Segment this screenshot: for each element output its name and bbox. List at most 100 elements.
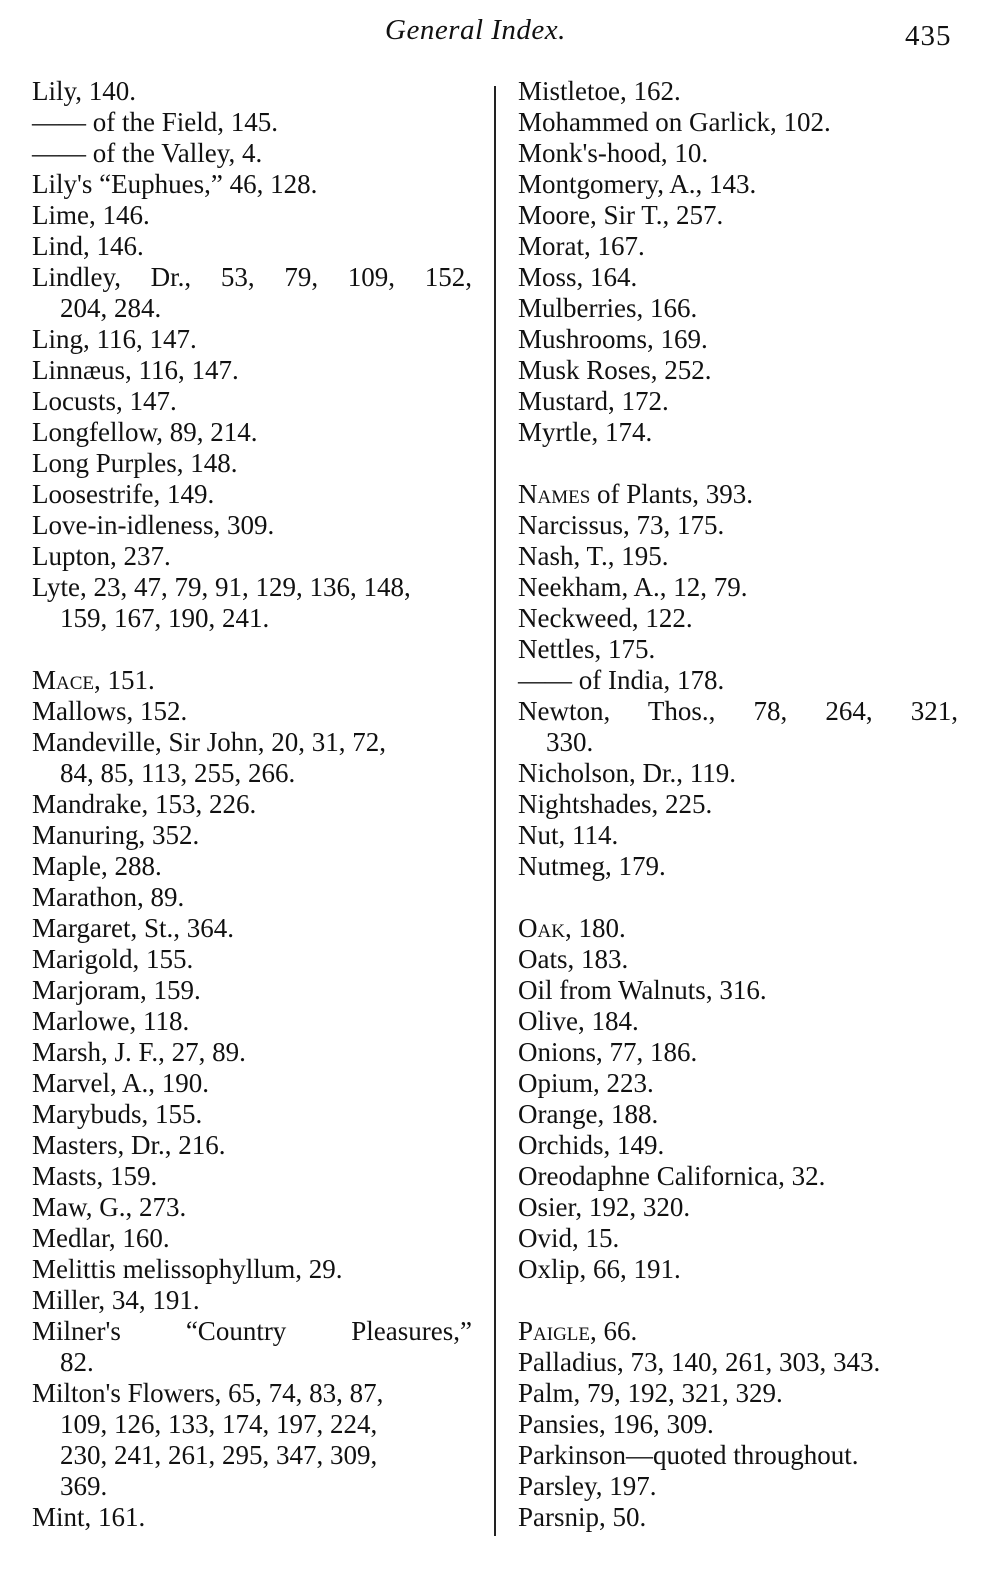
index-entry: Parsnip, 50.	[518, 1502, 647, 1532]
index-entry: Mallows, 152.	[32, 696, 188, 726]
index-entry: Names of Plants, 393.	[518, 479, 968, 510]
index-entry: Oats, 183.	[518, 944, 629, 974]
index-entry: Musk Roses, 252.	[518, 355, 712, 385]
index-entry: Parsley, 197.	[518, 1471, 657, 1501]
section-gap	[518, 882, 968, 913]
index-entry: Oak, 180.	[518, 913, 968, 944]
index-entry: Nicholson, Dr., 119.	[518, 758, 736, 788]
index-entry: Melittis melissophyllum, 29.	[32, 1254, 343, 1284]
index-entry: Lyte, 23, 47, 79, 91, 129, 136, 148,	[32, 572, 411, 602]
index-entry-continuation: 230, 241, 261, 295, 347, 309,	[60, 1440, 378, 1470]
index-entry-continuation: 84, 85, 113, 255, 266.	[60, 758, 296, 788]
index-entry: Lily's “Euphues,” 46, 128.	[32, 169, 318, 199]
index-entry: Marvel, A., 190.	[32, 1068, 209, 1098]
index-entry: Mace, 151.	[32, 665, 482, 696]
index-entry: Osier, 192, 320.	[518, 1192, 691, 1222]
index-entry: Loosestrife, 149.	[32, 479, 215, 509]
entry-text: , 66.	[590, 1316, 638, 1346]
index-entry: Mint, 161.	[32, 1502, 146, 1532]
index-entry: Nash, T., 195.	[518, 541, 669, 571]
index-entry: Marlowe, 118.	[32, 1006, 190, 1036]
column-divider	[494, 86, 496, 1536]
index-entry: Parkinson—quoted throughout.	[518, 1440, 859, 1470]
entry-text: , 180.	[564, 913, 626, 943]
index-entry: Mandeville, Sir John, 20, 31, 72,	[32, 727, 386, 757]
entry-text: of Plants, 393.	[590, 479, 754, 509]
index-entry: Orange, 188.	[518, 1099, 659, 1129]
index-entry: Locusts, 147.	[32, 386, 177, 416]
index-entry: Miller, 34, 191.	[32, 1285, 200, 1315]
index-entry: Nutmeg, 179.	[518, 851, 666, 881]
index-entry: Ling, 116, 147.	[32, 324, 197, 354]
entry-text: , 151.	[94, 665, 155, 695]
index-entry: Myrtle, 174.	[518, 417, 653, 447]
section-gap	[518, 448, 968, 479]
index-entry: Nettles, 175.	[518, 634, 656, 664]
index-entry: Paigle, 66.	[518, 1316, 968, 1347]
index-entry: Lupton, 237.	[32, 541, 171, 571]
index-entry: Linnæus, 116, 147.	[32, 355, 239, 385]
index-entry: Lindley, Dr., 53, 79, 109, 152,	[32, 262, 472, 292]
index-entry: Longfellow, 89, 214.	[32, 417, 258, 447]
index-entry: Lind, 146.	[32, 231, 144, 261]
index-entry: Montgomery, A., 143.	[518, 169, 757, 199]
index-entry: Nightshades, 225.	[518, 789, 713, 819]
index-entry-continuation: 204, 284.	[60, 293, 162, 323]
index-entry: Orchids, 149.	[518, 1130, 665, 1160]
index-entry: Maw, G., 273.	[32, 1192, 187, 1222]
index-entry: Monk's-hood, 10.	[518, 138, 709, 168]
index-entry: Maple, 288.	[32, 851, 162, 881]
index-entry: Mustard, 172.	[518, 386, 669, 416]
index-entry: Oxlip, 66, 191.	[518, 1254, 681, 1284]
index-entry: Mohammed on Garlick, 102.	[518, 107, 831, 137]
index-entry: Mulberries, 166.	[518, 293, 698, 323]
index-entry-continuation: 82.	[60, 1347, 94, 1377]
section-initial-word: Names	[518, 479, 591, 509]
running-head: General Index. 435	[0, 14, 1000, 54]
section-initial-word: Paigle	[518, 1316, 590, 1346]
index-entry: Long Purples, 148.	[32, 448, 238, 478]
index-entry-continuation: 109, 126, 133, 174, 197, 224,	[60, 1409, 378, 1439]
index-entry: Pansies, 196, 309.	[518, 1409, 714, 1439]
index-entry: Palm, 79, 192, 321, 329.	[518, 1378, 783, 1408]
index-entry: —— of the Valley, 4.	[32, 138, 263, 168]
index-entry: Narcissus, 73, 175.	[518, 510, 725, 540]
index-entry: Olive, 184.	[518, 1006, 639, 1036]
index-entry: Onions, 77, 186.	[518, 1037, 698, 1067]
index-entry: Neekham, A., 12, 79.	[518, 572, 748, 602]
section-gap	[518, 1285, 968, 1316]
index-entry: Love-in-idleness, 309.	[32, 510, 275, 540]
index-column-left: Lily, 140. —— of the Field, 145. —— of the…	[32, 76, 482, 1533]
index-entry-continuation: 369.	[60, 1471, 108, 1501]
page-number: 435	[905, 20, 952, 52]
index-entry: Neckweed, 122.	[518, 603, 693, 633]
index-entry: Medlar, 160.	[32, 1223, 170, 1253]
index-entry: Masters, Dr., 216.	[32, 1130, 226, 1160]
index-entry: Mandrake, 153, 226.	[32, 789, 257, 819]
section-gap	[32, 634, 482, 665]
index-entry: Margaret, St., 364.	[32, 913, 234, 943]
index-entry: Marjoram, 159.	[32, 975, 201, 1005]
index-entry: Masts, 159.	[32, 1161, 158, 1191]
index-entry: Ovid, 15.	[518, 1223, 620, 1253]
index-entry: Marathon, 89.	[32, 882, 185, 912]
index-entry: Milner's “Country Pleasures,”	[32, 1316, 472, 1346]
index-entry: Newton, Thos., 78, 264, 321,	[518, 696, 958, 726]
index-entry-continuation: 159, 167, 190, 241.	[60, 603, 270, 633]
index-entry: Oreodaphne Californica, 32.	[518, 1161, 826, 1191]
index-entry: Mistletoe, 162.	[518, 76, 681, 106]
index-entry: —— of India, 178.	[518, 665, 725, 695]
index-entry: Moore, Sir T., 257.	[518, 200, 724, 230]
index-entry: Marybuds, 155.	[32, 1099, 203, 1129]
index-entry: Marsh, J. F., 27, 89.	[32, 1037, 246, 1067]
section-initial-word: Mace	[32, 665, 95, 695]
index-entry-continuation: 330.	[546, 727, 594, 757]
index-entry: Manuring, 352.	[32, 820, 200, 850]
index-entry: Opium, 223.	[518, 1068, 654, 1098]
index-entry: Morat, 167.	[518, 231, 645, 261]
index-entry: Lily, 140.	[32, 76, 136, 106]
index-column-right: Mistletoe, 162. Mohammed on Garlick, 102.…	[518, 76, 968, 1533]
index-entry: Mushrooms, 169.	[518, 324, 708, 354]
index-entry: —— of the Field, 145.	[32, 107, 278, 137]
index-entry: Lime, 146.	[32, 200, 150, 230]
